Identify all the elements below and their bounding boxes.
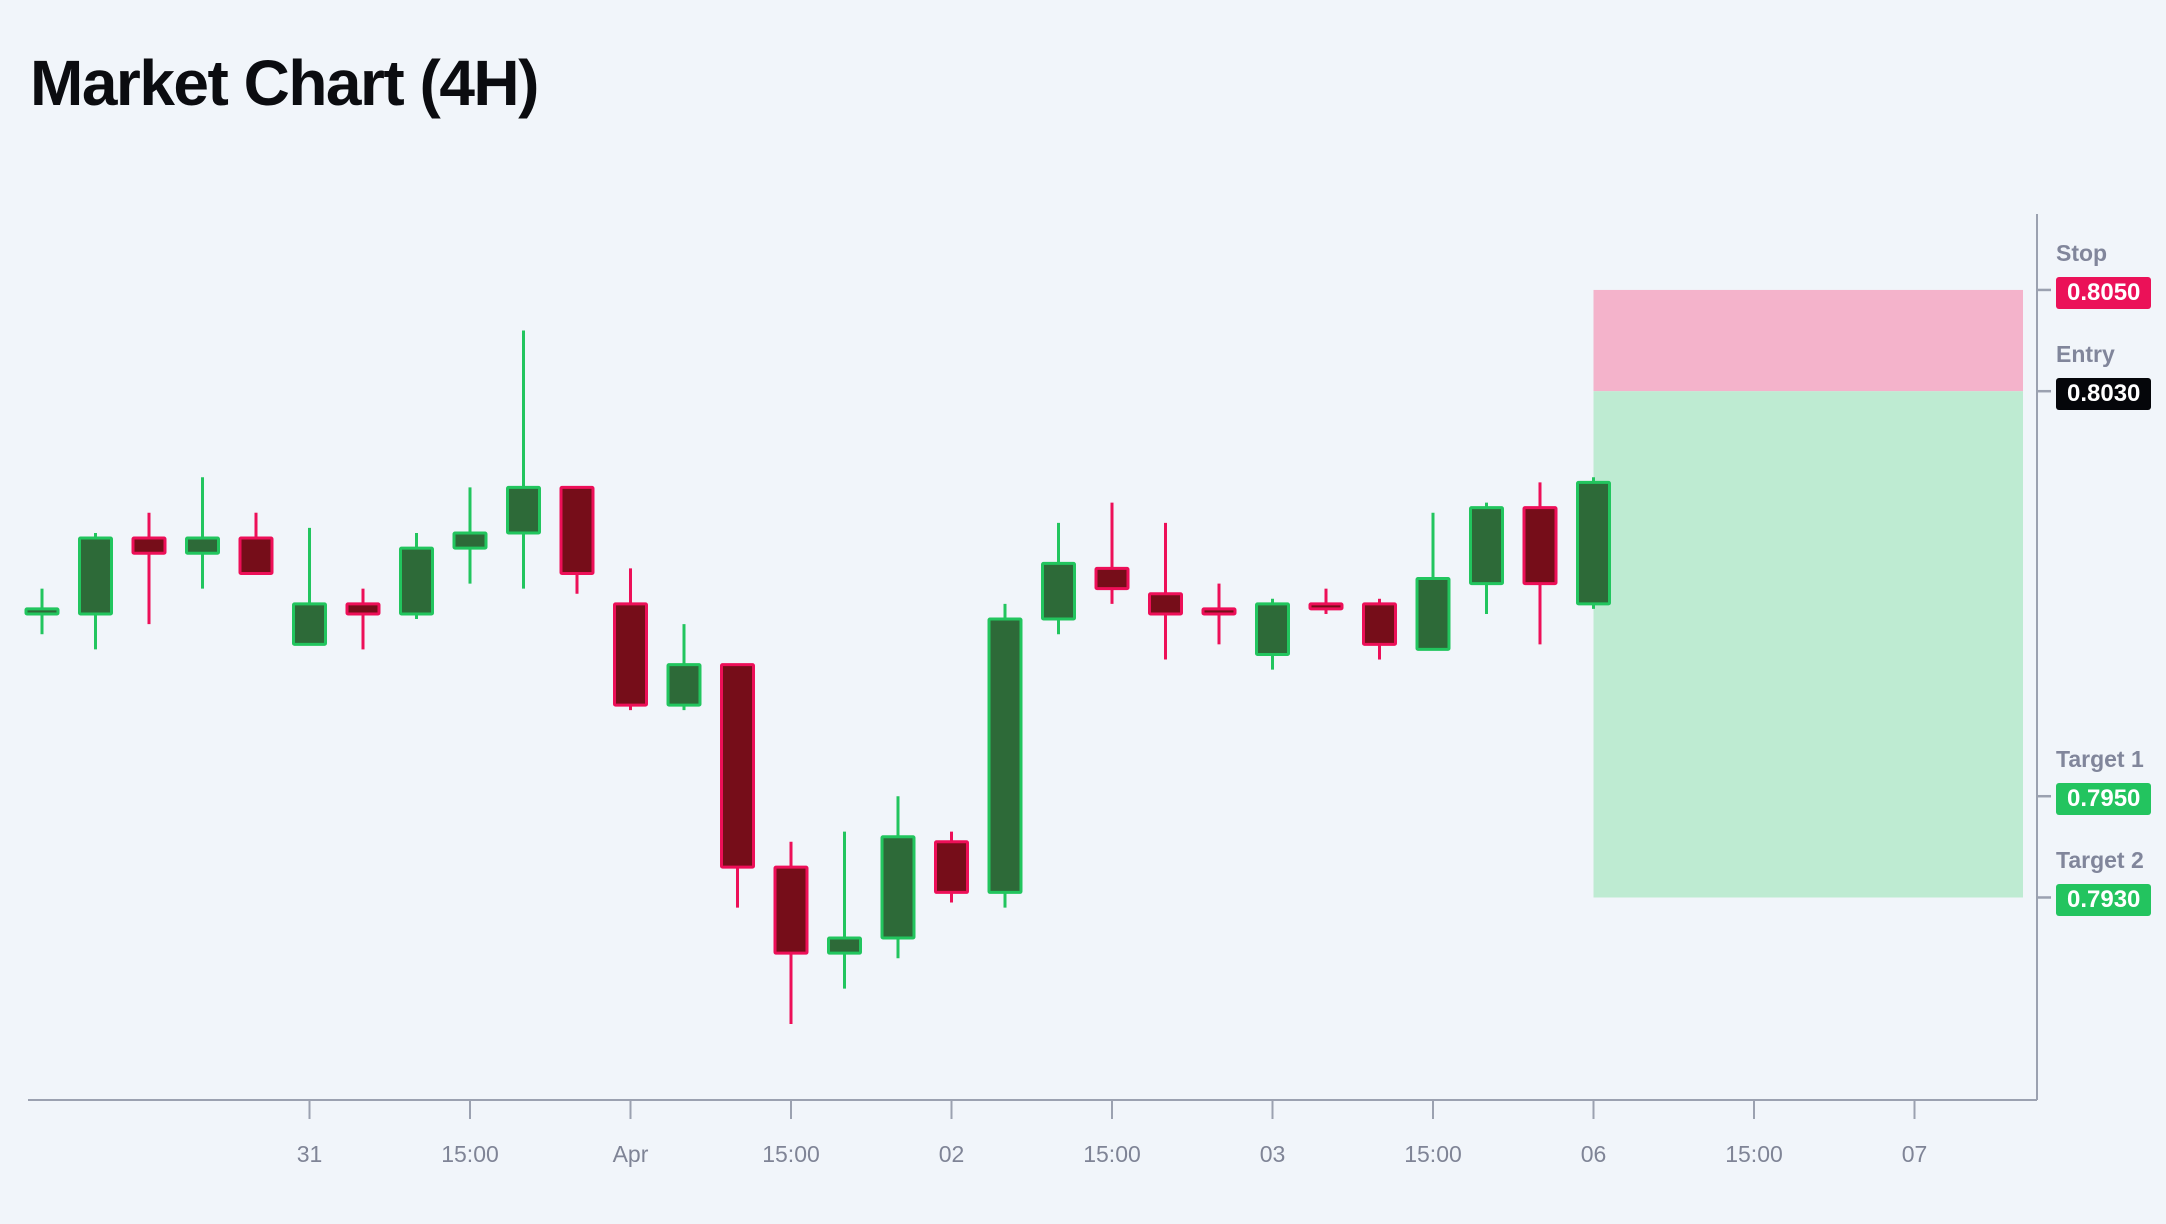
candle-body <box>399 546 434 616</box>
candle-body <box>24 607 60 616</box>
candle-body <box>292 602 327 646</box>
candle-body <box>1201 607 1237 616</box>
entry-label: Entry <box>2056 341 2115 368</box>
x-axis-tick-label: 31 <box>297 1141 323 1167</box>
candle-body <box>1148 592 1183 616</box>
candle-body <box>1255 602 1290 656</box>
level-target2: Target 2 0.7930 <box>2056 847 2166 917</box>
target1-badge: 0.7950 <box>2056 783 2152 816</box>
x-axis-tick-label: Apr <box>613 1141 649 1167</box>
candle-body <box>506 485 541 535</box>
candle-body <box>720 663 755 869</box>
candle-body <box>613 602 648 707</box>
x-axis-tick-label: 06 <box>1581 1141 1607 1167</box>
x-axis-tick-label: 15:00 <box>762 1141 820 1167</box>
level-target1: Target 1 0.7950 <box>2056 746 2166 816</box>
candle-body <box>1576 480 1611 606</box>
page-title: Market Chart (4H) <box>30 47 539 119</box>
candle-body <box>1362 602 1397 646</box>
candle-body <box>666 663 702 707</box>
candle-body <box>1094 566 1130 591</box>
candle-body <box>773 865 809 955</box>
level-stop: Stop 0.8050 <box>2056 240 2166 309</box>
candle-body <box>131 536 167 555</box>
risk-zone <box>1593 289 2023 392</box>
candle-body <box>827 936 862 955</box>
x-axis-tick-label: 07 <box>1902 1141 1928 1167</box>
candle-body <box>987 617 1023 894</box>
candle-body <box>934 840 969 894</box>
candle-body <box>1041 561 1076 621</box>
x-axis-tick-label: 15:00 <box>1083 1141 1141 1167</box>
candle-body <box>1469 506 1504 586</box>
candle-body <box>185 536 220 555</box>
candle-body <box>78 536 113 616</box>
target2-badge: 0.7930 <box>2056 884 2152 917</box>
target2-label: Target 2 <box>2056 847 2144 874</box>
x-axis-tick-label: 15:00 <box>441 1141 499 1167</box>
x-axis-tick-label: 15:00 <box>1404 1141 1462 1167</box>
candle-body <box>1522 506 1558 586</box>
x-axis-tick-label: 02 <box>939 1141 965 1167</box>
x-axis-tick-label: 03 <box>1260 1141 1286 1167</box>
x-axis-tick-label: 15:00 <box>1725 1141 1783 1167</box>
candle-body <box>345 602 381 616</box>
reward-zone <box>1593 391 2023 898</box>
entry-badge: 0.8030 <box>2056 378 2152 411</box>
candle-body <box>1415 577 1451 651</box>
level-entry: Entry 0.8030 <box>2056 341 2166 411</box>
stop-label: Stop <box>2056 239 2108 266</box>
stop-badge: 0.8050 <box>2056 276 2152 309</box>
candle-body <box>880 835 916 940</box>
candle-body <box>452 531 488 550</box>
candle-body <box>1308 602 1344 611</box>
candle-body <box>559 485 595 575</box>
candle-body <box>238 536 274 575</box>
target1-label: Target 1 <box>2056 746 2144 773</box>
